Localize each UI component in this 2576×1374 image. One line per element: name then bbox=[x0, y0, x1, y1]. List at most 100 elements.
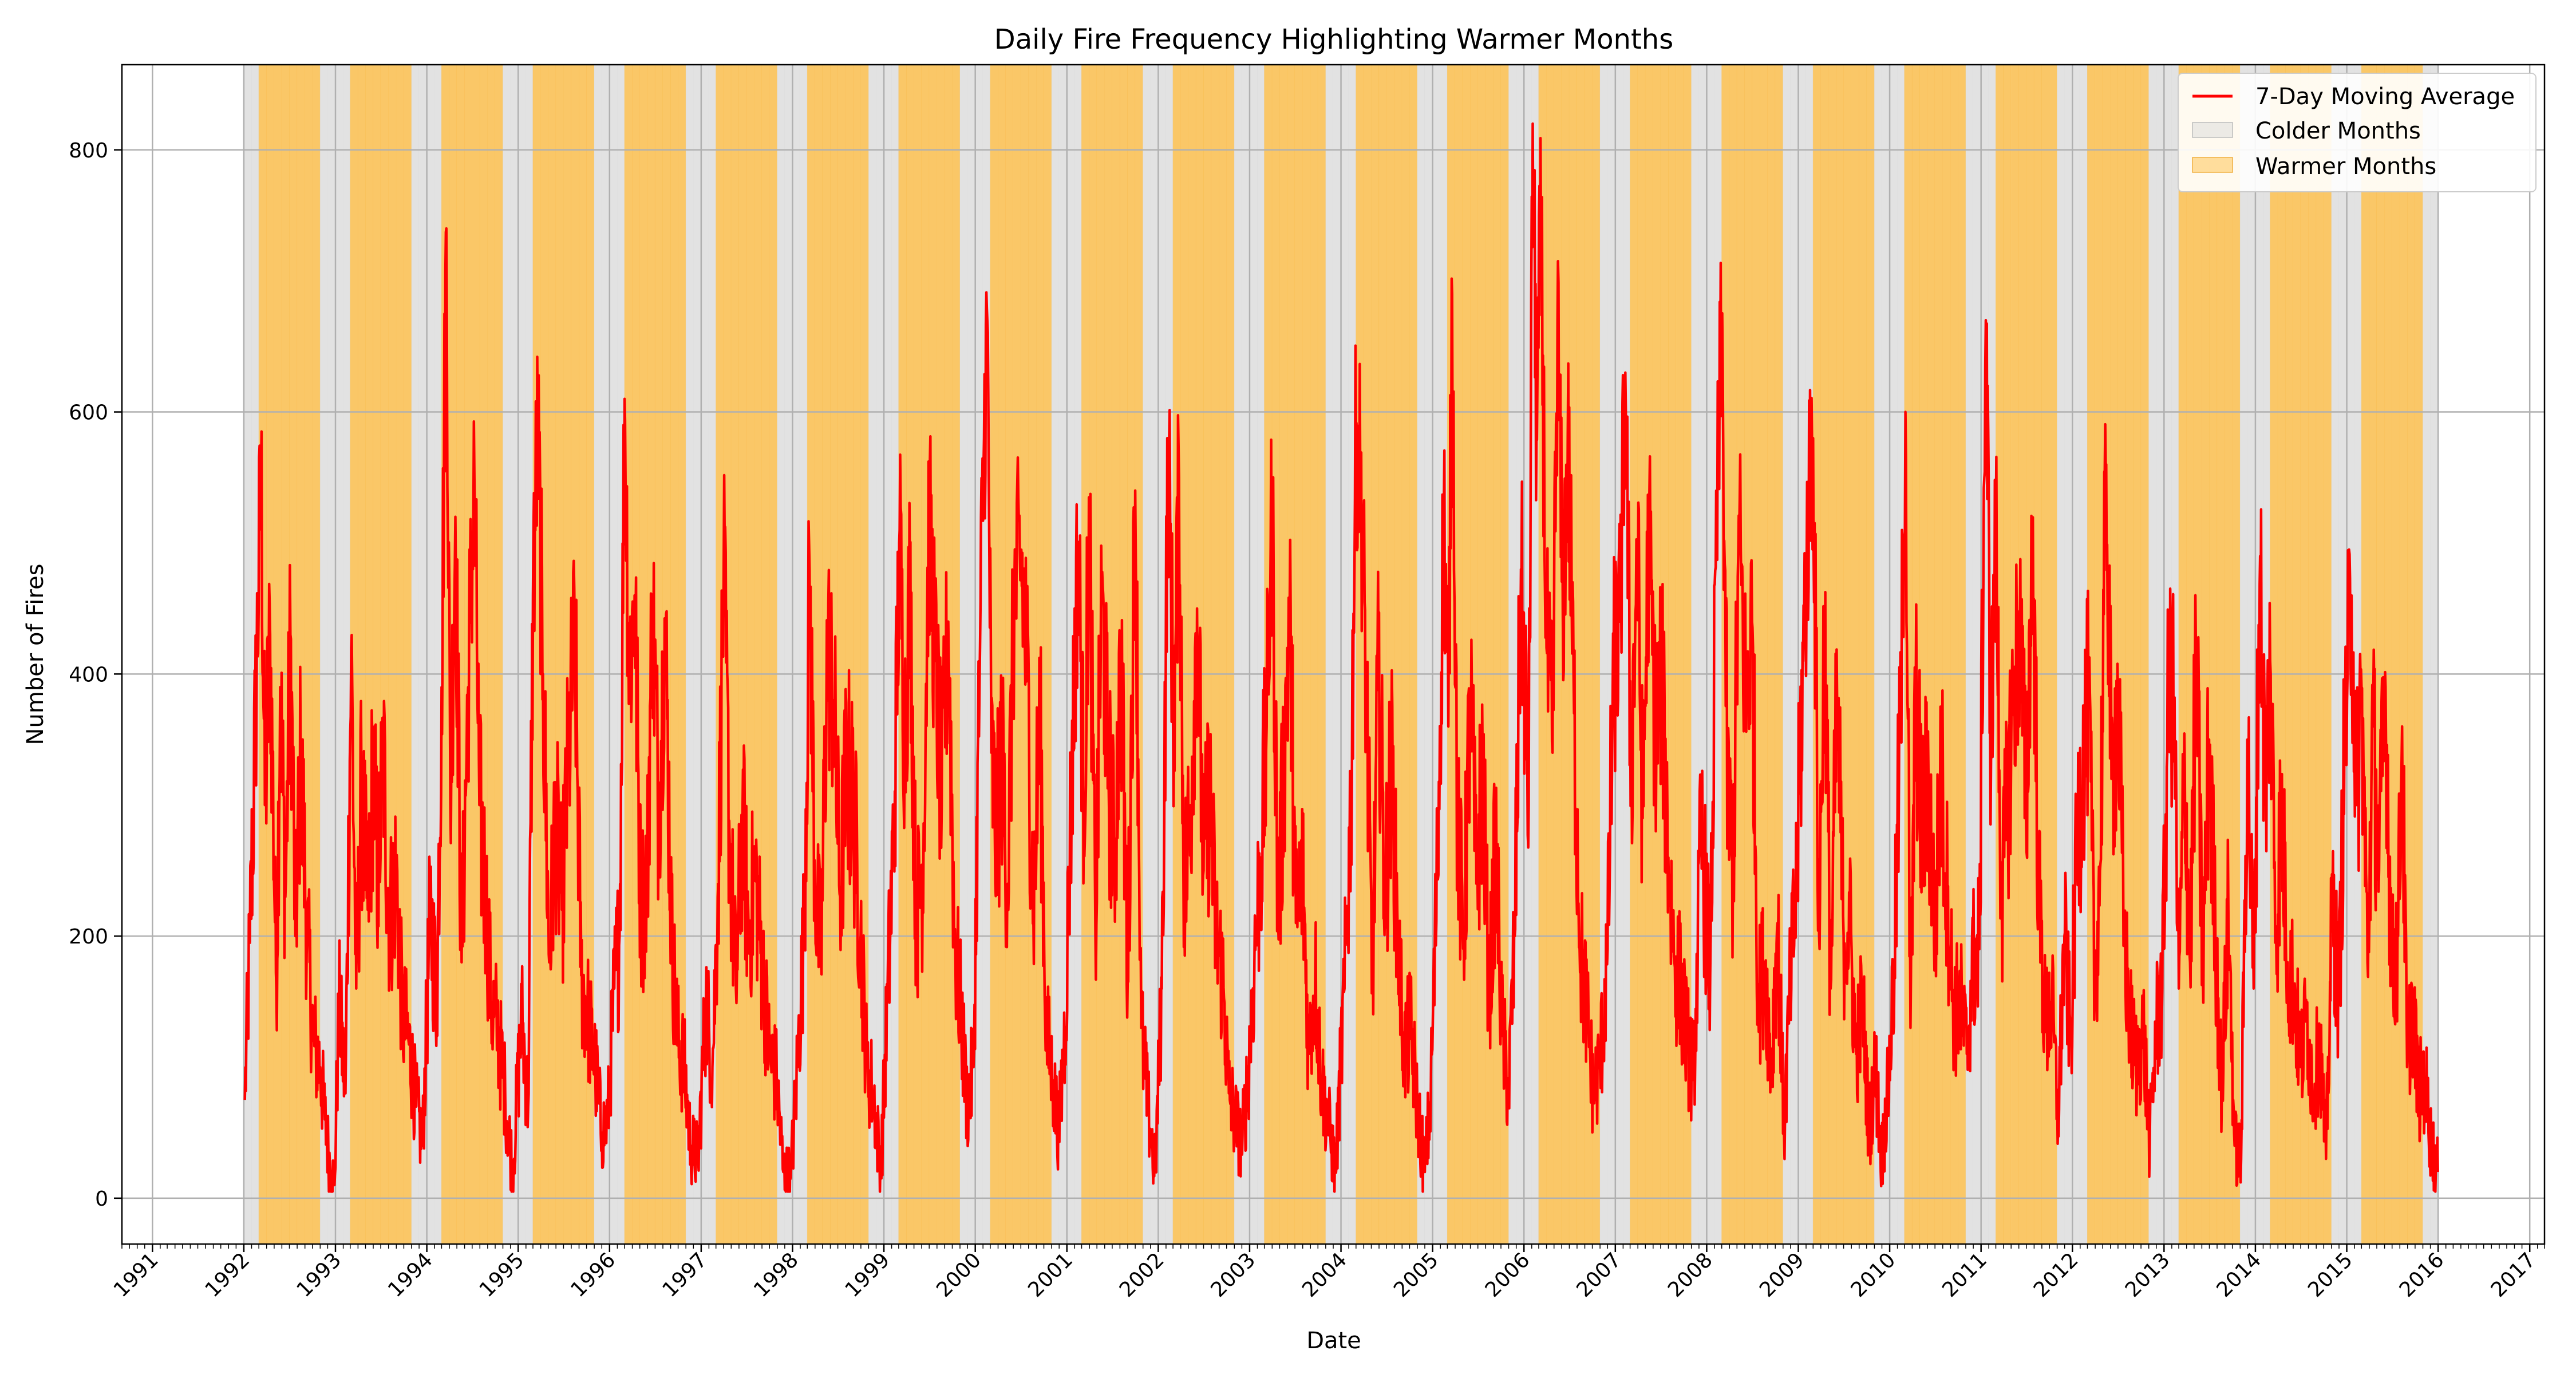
warmer-day-stripes-1993-10 bbox=[403, 65, 412, 1244]
colder-day-stripes-2008-12 bbox=[1790, 65, 1799, 1244]
colder-day-stripes-2002-11 bbox=[1234, 65, 1242, 1244]
warmer-day-stripes-1992-08 bbox=[297, 65, 305, 1244]
warmer-day-stripes-1998-04 bbox=[815, 65, 823, 1244]
warmer-day-stripes-2005-10 bbox=[1500, 65, 1509, 1244]
warmer-day-stripes-1995-10 bbox=[586, 65, 595, 1244]
warmer-day-stripes-2005-09 bbox=[1493, 65, 1501, 1244]
warmer-day-stripes-1998-07 bbox=[837, 65, 846, 1244]
warmer-day-stripes-1993-07 bbox=[380, 65, 389, 1244]
warmer-day-stripes-1992-09 bbox=[305, 65, 313, 1244]
warmer-day-stripes-2004-07 bbox=[1386, 65, 1394, 1244]
warmer-day-stripes-2000-10 bbox=[1044, 65, 1052, 1244]
colder-day-stripes-1998-11 bbox=[868, 65, 876, 1244]
warmer-day-stripes-1995-06 bbox=[555, 65, 564, 1244]
legend: 7-Day Moving Average Colder Months Warme… bbox=[2178, 73, 2537, 192]
x-tick-label-2017: 2017 bbox=[2487, 1248, 2541, 1302]
warmer-day-stripes-1993-09 bbox=[396, 65, 404, 1244]
colder-day-stripes-2001-11 bbox=[1143, 65, 1151, 1244]
colder-day-stripes-2010-12 bbox=[1973, 65, 1981, 1244]
warmer-day-stripes-2007-09 bbox=[1676, 65, 1684, 1244]
legend-swatch-warmer-months bbox=[2192, 157, 2233, 173]
y-axis: 0 200 400 600 800 bbox=[69, 139, 122, 1211]
x-tick-label-2013: 2013 bbox=[2121, 1248, 2175, 1302]
warmer-day-stripes-1995-09 bbox=[579, 65, 587, 1244]
warmer-day-stripes-2014-04 bbox=[2277, 65, 2286, 1244]
colder-day-stripes-1992-12 bbox=[327, 65, 336, 1244]
x-tick-label-2014: 2014 bbox=[2212, 1248, 2266, 1302]
warmer-day-stripes-2013-03 bbox=[2178, 65, 2187, 1244]
colder-day-stripes-2000-02 bbox=[982, 65, 990, 1244]
warmer-day-stripes-1996-09 bbox=[670, 65, 678, 1244]
colder-day-stripes-2008-02 bbox=[1714, 65, 1722, 1244]
warmer-day-stripes-2002-10 bbox=[1226, 65, 1235, 1244]
warmer-day-stripes-1999-10 bbox=[952, 65, 961, 1244]
warmer-day-stripes-2003-10 bbox=[1317, 65, 1326, 1244]
warmer-day-stripes-1993-06 bbox=[373, 65, 381, 1244]
y-tick-label-400: 400 bbox=[69, 663, 108, 686]
warmer-day-stripes-1997-08 bbox=[754, 65, 762, 1244]
colder-day-stripes-2008-11 bbox=[1783, 65, 1791, 1244]
warmer-day-stripes-1997-06 bbox=[738, 65, 747, 1244]
x-tick-label-1991: 1991 bbox=[109, 1248, 163, 1302]
x-tick-label-2002: 2002 bbox=[1115, 1248, 1169, 1302]
x-tick-label-2009: 2009 bbox=[1755, 1248, 1809, 1302]
colder-day-stripes-2003-02 bbox=[1257, 65, 1265, 1244]
x-tick-label-2007: 2007 bbox=[1572, 1248, 1626, 1302]
colder-day-stripes-2003-12 bbox=[1333, 65, 1341, 1244]
x-tick-label-2000: 2000 bbox=[932, 1248, 986, 1302]
chart-title: Daily Fire Frequency Highlighting Warmer… bbox=[994, 23, 1673, 56]
warmer-day-stripes-2006-10 bbox=[1592, 65, 1601, 1244]
x-tick-label-2005: 2005 bbox=[1389, 1248, 1443, 1302]
colder-day-stripes-2006-02 bbox=[1531, 65, 1539, 1244]
colder-day-stripes-2015-12 bbox=[2430, 65, 2439, 1244]
warmer-day-stripes-2010-05 bbox=[1919, 65, 1928, 1244]
warmer-day-stripes-2006-05 bbox=[1554, 65, 1562, 1244]
warmer-day-stripes-2003-08 bbox=[1302, 65, 1311, 1244]
x-tick-label-2006: 2006 bbox=[1481, 1248, 1535, 1302]
x-tick-label-2011: 2011 bbox=[1938, 1248, 1992, 1302]
colder-day-stripes-1992-11 bbox=[319, 65, 328, 1244]
colder-day-stripes-1994-01 bbox=[426, 65, 435, 1244]
y-tick-label-200: 200 bbox=[69, 925, 108, 949]
warmer-day-stripes-1996-05 bbox=[639, 65, 648, 1244]
colder-day-stripes-2000-11 bbox=[1051, 65, 1060, 1244]
warmer-day-stripes-2012-07 bbox=[2117, 65, 2126, 1244]
warmer-day-stripes-2010-10 bbox=[1958, 65, 1966, 1244]
colder-day-stripes-1993-02 bbox=[343, 65, 350, 1244]
x-axis: 1991 1992 1993 1994 1995 1996 1997 1998 1999 2000… bbox=[109, 1244, 2545, 1302]
warmer-day-stripes-2005-08 bbox=[1485, 65, 1494, 1244]
x-axis-label: Date bbox=[1306, 1328, 1361, 1354]
warmer-day-stripes-1995-05 bbox=[548, 65, 556, 1244]
warmer-day-stripes-2015-05 bbox=[2376, 65, 2385, 1244]
colder-day-stripes-1995-11 bbox=[594, 65, 602, 1244]
colder-day-stripes-1996-12 bbox=[693, 65, 701, 1244]
x-tick-label-1992: 1992 bbox=[201, 1248, 255, 1302]
x-tick-label-1999: 1999 bbox=[841, 1248, 895, 1302]
warmer-day-stripes-2004-08 bbox=[1394, 65, 1402, 1244]
x-tick-label-2008: 2008 bbox=[1664, 1248, 1717, 1302]
warmer-day-stripes-2004-09 bbox=[1401, 65, 1410, 1244]
warmer-day-stripes-1998-09 bbox=[853, 65, 861, 1244]
warmer-day-stripes-2000-04 bbox=[998, 65, 1006, 1244]
warmer-day-stripes-1994-08 bbox=[479, 65, 488, 1244]
x-tick-label-2015: 2015 bbox=[2304, 1248, 2357, 1302]
warmer-day-stripes-1999-05 bbox=[914, 65, 922, 1244]
colder-day-stripes-2009-11 bbox=[1874, 65, 1882, 1244]
y-tick-label-0: 0 bbox=[95, 1187, 108, 1211]
warmer-day-stripes-2015-07 bbox=[2392, 65, 2400, 1244]
x-tick-label-2010: 2010 bbox=[1847, 1248, 1901, 1302]
warmer-day-stripes-2011-04 bbox=[2003, 65, 2012, 1244]
colder-day-stripes-1994-11 bbox=[503, 65, 511, 1244]
warmer-day-stripes-1997-05 bbox=[730, 65, 739, 1244]
warmer-day-stripes-2006-09 bbox=[1585, 65, 1593, 1244]
colder-day-stripes-2013-12 bbox=[2247, 65, 2255, 1244]
warmer-day-stripes-2005-07 bbox=[1477, 65, 1486, 1244]
colder-day-stripes-1997-12 bbox=[784, 65, 793, 1244]
warmer-day-stripes-2009-10 bbox=[1866, 65, 1875, 1244]
x-tick-label-1998: 1998 bbox=[749, 1248, 803, 1302]
colder-day-stripes-1997-11 bbox=[777, 65, 785, 1244]
warmer-day-stripes-1992-05 bbox=[274, 65, 282, 1244]
colder-day-stripes-1999-11 bbox=[959, 65, 968, 1244]
colder-day-stripes-1997-02 bbox=[708, 65, 716, 1244]
